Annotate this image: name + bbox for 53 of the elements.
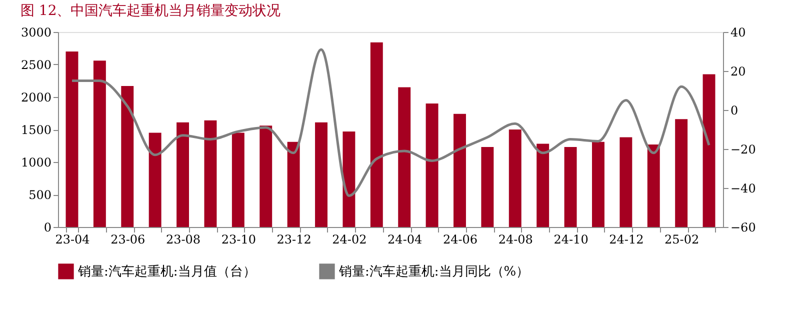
x-tick-label: 23-08 <box>166 232 201 246</box>
y-tick-label: 3000 <box>20 26 52 40</box>
x-tick-label: 24-12 <box>609 232 644 246</box>
bar <box>232 132 244 227</box>
x-tick-label: 23-10 <box>221 232 256 246</box>
bar <box>647 144 660 227</box>
y2-tick-label: 40 <box>730 26 746 40</box>
x-tick-label: 24-02 <box>332 232 367 246</box>
y-tick-label: 2000 <box>20 90 52 104</box>
y-tick-label: 500 <box>28 188 52 202</box>
y2-tick-label: −60 <box>730 220 756 234</box>
bar <box>66 52 78 227</box>
bar <box>536 144 550 227</box>
x-tick-label: 24-04 <box>388 232 423 246</box>
bar <box>454 114 466 227</box>
bar <box>93 60 106 227</box>
bar <box>564 147 577 227</box>
y-tick-label: 0 <box>44 220 52 234</box>
bar <box>121 86 134 227</box>
y-tick-label: 1000 <box>20 156 52 170</box>
bar <box>148 132 162 227</box>
bar <box>260 126 272 227</box>
chart-title: 图 12、中国汽车起重机当月销量变动状况 <box>20 3 281 19</box>
y2-tick-label: 0 <box>730 104 738 118</box>
bar <box>315 122 328 227</box>
x-tick-label: 24-06 <box>442 232 478 246</box>
y-tick-label: 1500 <box>20 123 52 137</box>
y2-tick-label: −40 <box>730 182 756 196</box>
legend-label: 销量:汽车起重机:当月同比（%） <box>338 264 530 280</box>
bar <box>675 119 688 227</box>
x-tick-label: 24-10 <box>554 232 588 246</box>
bar <box>204 120 217 227</box>
bar <box>481 147 494 227</box>
bar <box>620 137 632 227</box>
bar <box>702 74 716 227</box>
x-tick-label: 23-12 <box>276 232 312 246</box>
y-tick-label: 2500 <box>20 58 52 72</box>
bar <box>398 87 411 227</box>
x-tick-label: 24-08 <box>498 232 533 246</box>
y2-tick-label: 20 <box>730 64 746 78</box>
bar <box>287 142 300 227</box>
bar <box>508 130 522 227</box>
bar <box>426 104 438 227</box>
x-tick-label: 23-06 <box>110 232 146 246</box>
bar <box>370 42 383 227</box>
x-tick-label: 25-02 <box>664 232 700 246</box>
legend-label: 销量:汽车起重机:当月值（台） <box>77 264 256 280</box>
bar <box>342 131 356 227</box>
line-series <box>70 48 710 198</box>
bar <box>592 142 604 227</box>
bar <box>176 122 190 227</box>
y2-tick-label: −20 <box>730 142 756 156</box>
x-tick-label: 23-04 <box>55 232 90 246</box>
